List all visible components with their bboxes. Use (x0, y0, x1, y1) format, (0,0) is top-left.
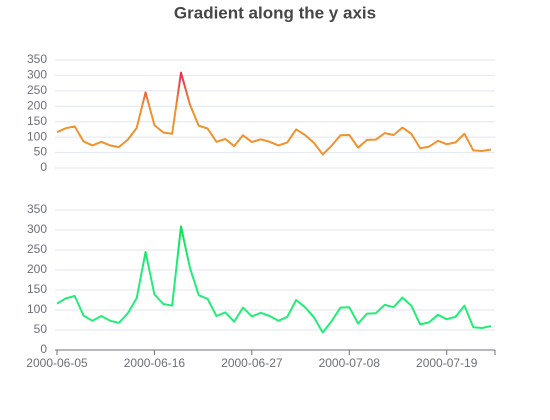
y-tick-label: 0 (40, 160, 47, 174)
y-tick-label: 50 (34, 145, 48, 159)
y-tick-label: 100 (27, 129, 47, 143)
y-tick-label: 150 (27, 114, 47, 128)
y-tick-label: 50 (34, 322, 48, 336)
y-tick-label: 350 (27, 202, 47, 216)
chart-title: Gradient along the y axis (174, 3, 376, 22)
x-tick-label: 2000-07-19 (416, 356, 478, 370)
y-tick-label: 300 (27, 222, 47, 236)
y-tick-label: 300 (27, 68, 47, 82)
line-series (56, 225, 492, 334)
y-tick-label: 150 (27, 282, 47, 296)
y-tick-label: 350 (27, 52, 47, 66)
x-tick-label: 2000-07-08 (319, 356, 381, 370)
y-tick-label: 0 (40, 342, 47, 356)
y-tick-label: 200 (27, 98, 47, 112)
y-tick-label: 250 (27, 242, 47, 256)
y-tick-label: 100 (27, 302, 47, 316)
x-tick-label: 2000-06-16 (124, 356, 186, 370)
y-tick-label: 250 (27, 83, 47, 97)
x-tick-label: 2000-06-27 (221, 356, 283, 370)
x-tick-label: 2000-06-05 (26, 356, 88, 370)
line-series (56, 71, 492, 156)
y-tick-label: 200 (27, 262, 47, 276)
